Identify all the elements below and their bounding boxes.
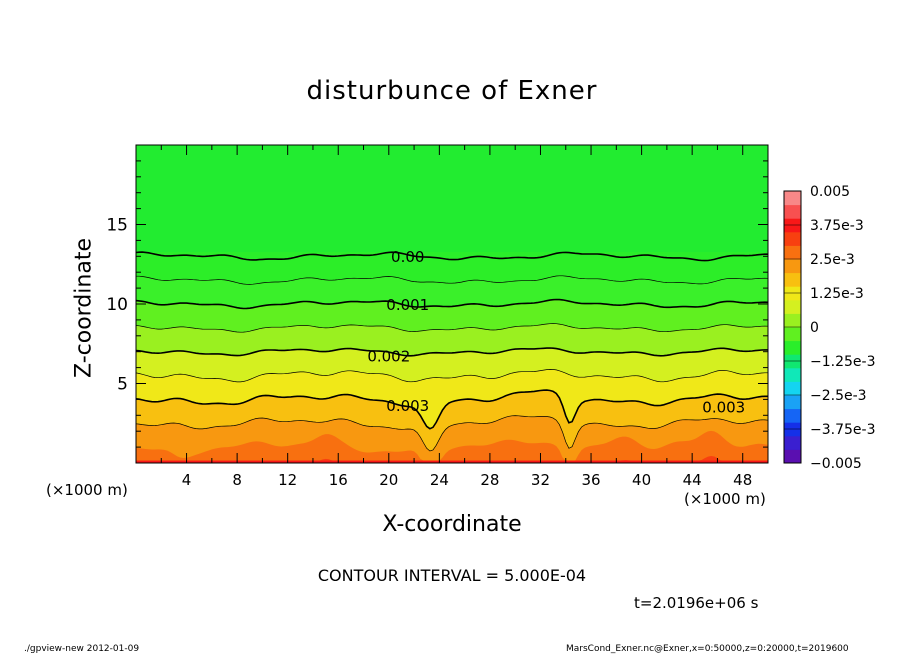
colorbar-label: 0.005 <box>810 184 850 200</box>
contour-line <box>136 251 768 262</box>
y-axis-ticks: 5 10 15 <box>106 160 768 448</box>
x-tick-label: 36 <box>581 471 600 489</box>
colorbar: 0.005 3.75e-3 2.5e-3 1.25e-3 0 −1.25e-3 −2.5e-… <box>783 184 875 472</box>
contour-labels: 0.00 0.001 0.002 0.003 0.003 <box>367 248 745 416</box>
x-tick-label: 24 <box>430 471 449 489</box>
x-tick-label: 8 <box>232 471 242 489</box>
contour-label: 0.003 <box>386 397 429 415</box>
contour-label: 0.00 <box>391 248 424 266</box>
contour-line <box>136 323 768 333</box>
colorbar-label: −1.25e-3 <box>810 354 875 370</box>
colorbar-swatch <box>784 408 801 423</box>
colorbar-swatch <box>784 435 801 450</box>
contour-label: 0.001 <box>386 296 429 314</box>
colorbar-label: −2.5e-3 <box>810 388 867 404</box>
colorbar-swatch <box>784 395 801 410</box>
x-unit-label: (×1000 m) <box>684 490 766 508</box>
x-tick-label: 44 <box>683 471 702 489</box>
colorbar-swatch <box>784 299 801 314</box>
colorbar-swatch <box>784 259 801 274</box>
contour-label: 0.003 <box>702 398 745 416</box>
colorbar-label: 1.25e-3 <box>810 286 864 302</box>
colorbar-label: 2.5e-3 <box>810 252 855 268</box>
colorbar-swatch <box>784 231 801 246</box>
time-label: t=2.0196e+06 s <box>634 594 759 612</box>
colorbar-swatch <box>784 449 801 464</box>
y-tick-label: 5 <box>117 375 128 395</box>
contour-line <box>136 347 768 357</box>
x-axis-label: X-coordinate <box>382 512 522 537</box>
colorbar-swatch <box>784 313 801 328</box>
x-tick-label: 40 <box>632 471 651 489</box>
x-tick-label: 16 <box>329 471 348 489</box>
colorbar-swatch <box>784 367 801 382</box>
colorbar-swatch <box>784 340 801 355</box>
contour-interval: CONTOUR INTERVAL = 5.000E-04 <box>317 566 587 585</box>
colorbar-swatch <box>784 245 801 260</box>
contour-line <box>136 369 768 383</box>
contour-lines <box>136 251 768 452</box>
x-tick-label: 32 <box>531 471 550 489</box>
colorbar-swatch <box>784 327 801 342</box>
contour-line <box>136 298 768 310</box>
colorbar-swatch <box>784 381 801 396</box>
colorbar-swatch <box>784 272 801 287</box>
x-tick-label: 4 <box>182 471 192 489</box>
filled-contour-bands <box>136 145 768 463</box>
x-tick-label: 12 <box>278 471 297 489</box>
contour-line <box>136 389 768 430</box>
y-unit-label: (×1000 m) <box>46 481 128 499</box>
colorbar-swatch <box>784 191 801 206</box>
colorbar-label: −3.75e-3 <box>810 422 875 438</box>
x-axis-ticks: 4 8 12 16 20 24 28 32 36 40 44 48 <box>160 145 752 489</box>
x-tick-label: 28 <box>480 471 499 489</box>
y-tick-label: 15 <box>106 216 128 236</box>
contour-line <box>136 415 768 452</box>
x-tick-label: 20 <box>379 471 398 489</box>
footer-right: MarsCond_Exner.nc@Exner,x=0:50000,z=0:20… <box>566 644 849 654</box>
x-tick-label: 48 <box>733 471 752 489</box>
colorbar-swatch <box>784 204 801 219</box>
footer-left: ./gpview-new 2012-01-09 <box>24 644 140 654</box>
colorbar-label: 3.75e-3 <box>810 218 864 234</box>
contour-line <box>136 275 768 285</box>
y-axis-label: Z-coordinate <box>71 238 97 378</box>
contour-label: 0.002 <box>367 347 410 365</box>
y-tick-label: 10 <box>106 295 128 315</box>
colorbar-label: −0.005 <box>810 456 862 472</box>
chart-title: disturbunce of Exner <box>306 76 598 106</box>
colorbar-label: 0 <box>810 320 819 336</box>
